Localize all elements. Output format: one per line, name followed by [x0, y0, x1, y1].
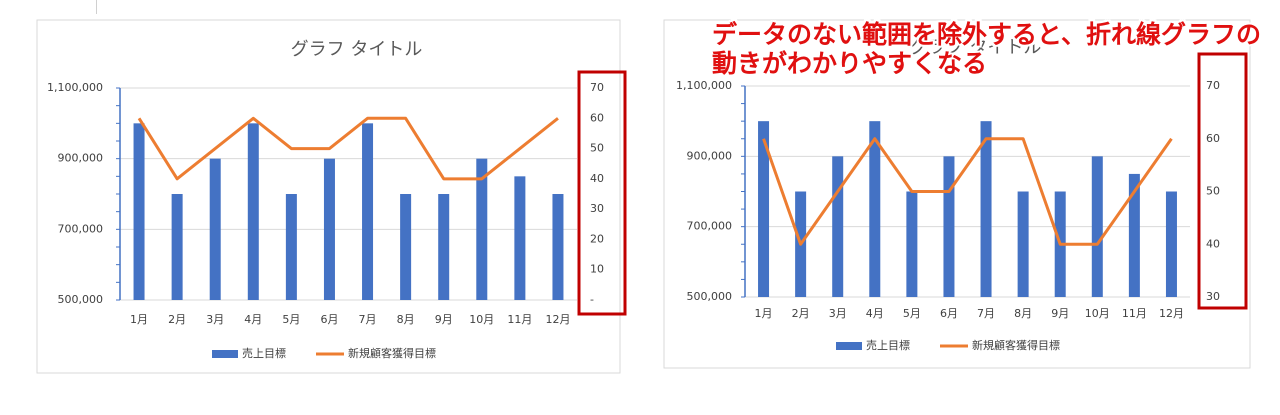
chart-1-bar-6月: [323, 158, 335, 300]
chart-2-bar-8月: [1017, 191, 1029, 297]
chart-1-category-label: 10月: [469, 313, 494, 326]
chart-2-right-tick-label: 40: [1206, 237, 1220, 250]
chart-2-right-tick-label: 70: [1206, 79, 1220, 92]
chart-2-category-label: 6月: [940, 307, 958, 320]
chart-1-category-label: 7月: [359, 313, 377, 326]
chart-1-right-axis-highlight: [577, 70, 627, 316]
annotation-line-2: 動きがわかりやすくなる: [712, 49, 988, 78]
chart-1-bar-1月: [133, 123, 145, 300]
chart-2-bar-5月: [906, 191, 918, 297]
chart-2-bar-7月: [980, 121, 992, 298]
chart-2-category-label: 8月: [1014, 307, 1032, 320]
chart-2-category-label: 7月: [977, 307, 995, 320]
annotation-callout: データのない範囲を除外すると、折れ線グラフの 動きがわかりやすくなる: [712, 20, 1272, 78]
chart-1-category-label: 12月: [545, 313, 570, 326]
chart-2-right-tick-label: 60: [1206, 132, 1220, 145]
chart-2-right-axis-highlight: [1197, 52, 1248, 310]
chart-2-bar-1月: [758, 121, 770, 298]
chart-1-left-tick-label: 900,000: [58, 152, 104, 165]
chart-2-category-label: 3月: [829, 307, 847, 320]
chart-1-category-label: 1月: [130, 313, 148, 326]
chart-2-right-tick-label: 30: [1206, 290, 1220, 303]
chart-1-legend-bar-swatch: [212, 350, 238, 358]
chart-1-bar-5月: [285, 194, 297, 300]
chart-2-left-tick-label: 700,000: [687, 220, 733, 233]
chart-1-category-label: 9月: [435, 313, 453, 326]
chart-2-title: グラフ タイトル: [910, 37, 1042, 58]
chart-1-legend-bar-label: 売上目標: [242, 346, 286, 360]
chart-2-left-tick-label: 500,000: [687, 290, 733, 303]
chart-2-bar-11月: [1128, 173, 1140, 297]
chart-1-right-tick-label: 40: [590, 172, 604, 185]
chart-2-category-label: 11月: [1122, 307, 1147, 320]
chart-2-bar-10月: [1091, 156, 1103, 297]
chart-1-legend-line-label: 新規顧客獲得目標: [348, 346, 436, 360]
chart-2-category-label: 1月: [755, 307, 773, 320]
chart-2-line-series: [762, 137, 1173, 246]
chart-1-right-tick-label: 50: [590, 142, 604, 155]
chart-1-bar-8月: [400, 194, 412, 300]
page-edge-line: [96, 0, 97, 14]
chart-1-right-tick-label: 70: [590, 81, 604, 94]
chart-1-title: グラフ タイトル: [291, 39, 423, 60]
chart-2-bar-3月: [832, 156, 844, 297]
chart-1-right-tick-label: 20: [590, 232, 604, 245]
chart-2-bar-6月: [943, 156, 955, 297]
chart-2-legend-line-label: 新規顧客獲得目標: [972, 338, 1060, 352]
chart-2-bar-4月: [869, 121, 881, 298]
chart-1-bar-12月: [552, 194, 564, 300]
chart-2-bar-12月: [1165, 191, 1177, 297]
chart-2-left-tick-label: 1,100,000: [676, 79, 732, 92]
chart-1-category-label: 3月: [206, 313, 224, 326]
annotation-line-1: データのない範囲を除外すると、折れ線グラフの: [712, 20, 1262, 49]
chart-1-bar-2月: [171, 194, 183, 300]
chart-2-left-tick-label: 900,000: [687, 149, 733, 162]
chart-1-bar-4月: [247, 123, 259, 300]
chart-1-bar-7月: [362, 123, 374, 300]
chart-2-right-tick-label: 50: [1206, 185, 1220, 198]
chart-1-bar-10月: [476, 158, 488, 300]
chart-1-bar-11月: [514, 176, 526, 300]
chart-1-left-tick-label: 500,000: [58, 293, 104, 306]
chart-2-category-label: 9月: [1051, 307, 1069, 320]
chart-1-left-tick-label: 1,100,000: [47, 81, 103, 94]
chart-1-right-tick-label: 60: [590, 111, 604, 124]
chart-1-left-tick-label: 700,000: [58, 222, 104, 235]
chart-2-category-label: 2月: [792, 307, 810, 320]
chart-1-category-label: 6月: [320, 313, 338, 326]
chart-2-category-label: 12月: [1159, 307, 1184, 320]
chart-1-bar-9月: [438, 194, 450, 300]
chart-2-legend-bar-swatch: [836, 342, 862, 350]
chart-1-right-tick-label: 10: [590, 263, 604, 276]
chart-2-category-label: 5月: [903, 307, 921, 320]
chart-1-category-label: 2月: [168, 313, 186, 326]
chart-1-category-label: 11月: [507, 313, 532, 326]
chart-1-bar-3月: [209, 158, 221, 300]
chart-2-legend-bar-label: 売上目標: [866, 338, 910, 352]
chart-1-category-label: 8月: [397, 313, 415, 326]
chart-1-category-label: 4月: [244, 313, 262, 326]
chart-2-category-label: 4月: [866, 307, 884, 320]
chart-1-line-series: [137, 116, 559, 181]
chart-2-category-label: 10月: [1085, 307, 1110, 320]
chart-1-right-tick-label: 30: [590, 202, 604, 215]
chart-1-right-tick-label: -: [590, 293, 594, 306]
chart-1-category-label: 5月: [282, 313, 300, 326]
